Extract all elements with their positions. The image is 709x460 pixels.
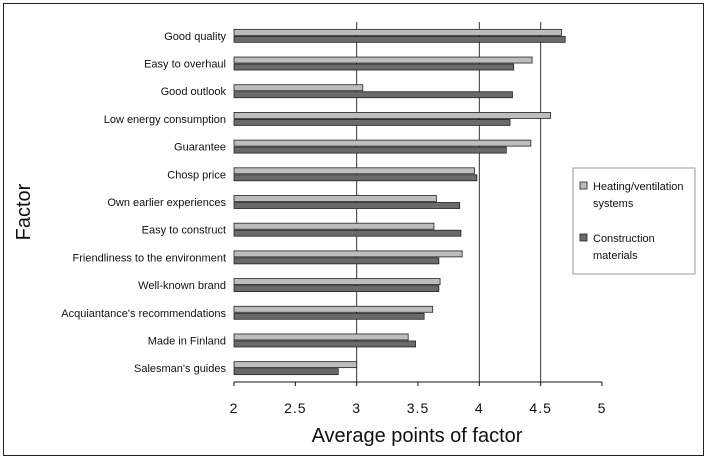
- bar-construction-materials: [233, 91, 513, 99]
- legend-swatch-heating-ventilation: [579, 181, 588, 190]
- legend-box: [572, 167, 696, 275]
- x-axis-ticks: 2 2.5 3 3.5 4 4.5 5: [230, 382, 607, 416]
- bar-construction-materials: [233, 119, 511, 126]
- category-label: Good quality: [164, 31, 226, 43]
- x-tick-label: 3: [352, 400, 361, 416]
- bar-heating-ventilation: [233, 167, 475, 175]
- bar-heating-ventilation: [233, 84, 364, 92]
- category-label: Chosp price: [167, 169, 226, 181]
- gridlines: [356, 22, 542, 382]
- bar-construction-materials: [233, 285, 440, 292]
- category-labels: Good quality Easy to overhaul Good outlook…: [61, 31, 226, 375]
- category-label: Easy to overhaul: [144, 59, 226, 71]
- bar-construction-materials: [233, 229, 462, 237]
- legend-label-construction-materials: Construction materials: [593, 233, 655, 262]
- bar-heating-ventilation: [233, 195, 437, 202]
- category-label: Made in Finland: [148, 335, 226, 347]
- bar-construction-materials: [233, 63, 515, 71]
- bar-construction-materials: [233, 146, 507, 154]
- x-tick-label: 4.5: [529, 400, 551, 416]
- x-axis-title: Average points of factor: [312, 425, 523, 447]
- bar-heating-ventilation: [233, 56, 533, 64]
- legend-swatch-construction-materials: [579, 233, 588, 242]
- bar-construction-materials: [233, 257, 440, 265]
- bar-heating-ventilation: [233, 250, 463, 258]
- bar-heating-ventilation: [233, 28, 562, 36]
- bar-construction-materials: [233, 368, 339, 376]
- bar-construction-materials: [233, 202, 461, 209]
- x-tick-label: 3.5: [407, 400, 429, 416]
- category-label: Own earlier experiences: [107, 197, 226, 209]
- category-label: Guarantee: [174, 142, 226, 154]
- legend: Heating/ventilation systems Construction ma…: [572, 167, 696, 275]
- bar-construction-materials: [233, 174, 478, 182]
- category-label: Low energy consumption: [104, 114, 226, 126]
- bar-construction-materials: [233, 312, 425, 320]
- x-tick-label: 2: [230, 400, 239, 416]
- bars: [233, 28, 566, 376]
- bar-heating-ventilation: [233, 361, 358, 369]
- x-tick-label: 2.5: [284, 400, 306, 416]
- category-label: Good outlook: [161, 86, 227, 98]
- category-label: Acquiantance's recommendations: [61, 308, 226, 320]
- chart-frame: [3, 3, 704, 456]
- bar-heating-ventilation: [233, 112, 551, 119]
- bar-heating-ventilation: [233, 333, 409, 341]
- category-label: Easy to construct: [142, 225, 226, 237]
- category-label: Well-known brand: [138, 280, 226, 292]
- x-tick-label: 5: [598, 400, 607, 416]
- bar-heating-ventilation: [233, 222, 435, 230]
- bar-construction-materials: [233, 35, 566, 43]
- x-tick-label: 4: [475, 400, 484, 416]
- bar-heating-ventilation: [233, 278, 441, 285]
- bar-heating-ventilation: [233, 139, 532, 147]
- category-label: Friendliness to the environment: [73, 252, 226, 264]
- bar-construction-materials: [233, 340, 416, 348]
- bar-heating-ventilation: [233, 305, 434, 313]
- legend-label-heating-ventilation: Heating/ventilation systems: [593, 181, 684, 210]
- y-axis-title: Factor: [13, 183, 35, 240]
- category-label: Salesman's guides: [134, 363, 226, 375]
